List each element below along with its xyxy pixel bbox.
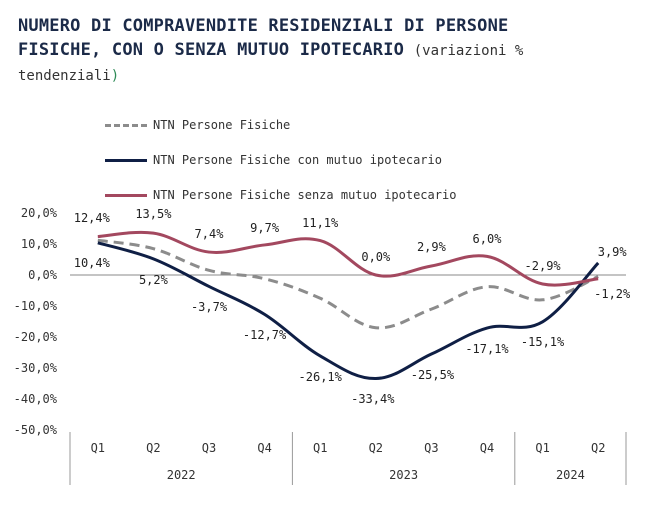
data-label: 10,4%: [74, 256, 111, 270]
legend-item-persone-fisiche: NTN Persone Fisiche: [105, 116, 456, 134]
x-tick-label: Q3: [424, 441, 438, 455]
data-label: -12,7%: [243, 328, 287, 342]
legend-label: NTN Persone Fisiche senza mutuo ipotecar…: [153, 188, 457, 202]
legend-label: NTN Persone Fisiche: [153, 118, 291, 132]
title-subtitle-open: (variazioni %: [413, 43, 524, 59]
legend-swatch-navy: [105, 158, 147, 162]
y-tick-label: -20,0%: [14, 330, 58, 344]
year-label: 2023: [389, 468, 418, 482]
data-label: -3,7%: [191, 300, 228, 314]
data-label: -15,1%: [521, 335, 565, 349]
data-label: 0,0%: [361, 250, 391, 264]
title-subtitle-rest: tendenziali: [18, 68, 111, 84]
data-label: 11,1%: [302, 216, 339, 230]
x-tick-label: Q2: [146, 441, 160, 455]
data-label: -25,5%: [411, 368, 455, 382]
x-tick-label: Q3: [202, 441, 216, 455]
data-label: 3,9%: [598, 245, 628, 259]
y-tick-label: -30,0%: [14, 361, 58, 375]
x-tick-label: Q1: [91, 441, 105, 455]
data-label: 2,9%: [417, 240, 447, 254]
year-label: 2022: [167, 468, 196, 482]
data-label: -17,1%: [465, 342, 509, 356]
legend-swatch-dashed: [105, 123, 147, 127]
y-tick-label: -10,0%: [14, 299, 58, 313]
x-tick-label: Q4: [257, 441, 271, 455]
data-label: 12,4%: [74, 211, 111, 225]
x-tick-label: Q2: [591, 441, 605, 455]
title-subtitle-close: ): [110, 68, 120, 84]
data-label: 5,2%: [139, 273, 169, 287]
data-label: -26,1%: [299, 370, 343, 384]
legend: NTN Persone Fisiche NTN Persone Fisiche …: [105, 116, 456, 221]
x-tick-label: Q2: [369, 441, 383, 455]
series-line-0: [97, 238, 599, 330]
title-line-1: NUMERO DI COMPRAVENDITE RESIDENZIALI DI …: [18, 16, 509, 36]
x-tick-label: Q1: [313, 441, 327, 455]
y-tick-label: 0,0%: [28, 268, 58, 282]
legend-label: NTN Persone Fisiche con mutuo ipotecario: [153, 153, 442, 167]
legend-swatch-red: [105, 193, 147, 197]
y-tick-label: -50,0%: [14, 423, 58, 437]
series-line-2: [97, 230, 599, 287]
data-label: 6,0%: [473, 232, 503, 246]
chart-title: NUMERO DI COMPRAVENDITE RESIDENZIALI DI …: [18, 14, 648, 88]
title-line-2: FISICHE, CON O SENZA MUTUO IPOTECARIO: [18, 40, 405, 60]
y-tick-label: 10,0%: [21, 237, 58, 251]
legend-item-con-mutuo: NTN Persone Fisiche con mutuo ipotecario: [105, 151, 456, 169]
data-label: 13,5%: [135, 207, 172, 221]
data-label: -2,9%: [525, 259, 562, 273]
x-tick-label: Q1: [535, 441, 549, 455]
y-tick-label: 20,0%: [21, 206, 58, 220]
data-label: -1,2%: [594, 287, 631, 301]
data-label: 7,4%: [195, 227, 225, 241]
legend-item-senza-mutuo: NTN Persone Fisiche senza mutuo ipotecar…: [105, 186, 456, 204]
year-label: 2024: [556, 468, 585, 482]
x-tick-label: Q4: [480, 441, 494, 455]
series-line-1: [97, 241, 600, 381]
data-label: -33,4%: [351, 392, 395, 406]
y-tick-label: -40,0%: [14, 392, 58, 406]
data-label: 9,7%: [250, 221, 280, 235]
